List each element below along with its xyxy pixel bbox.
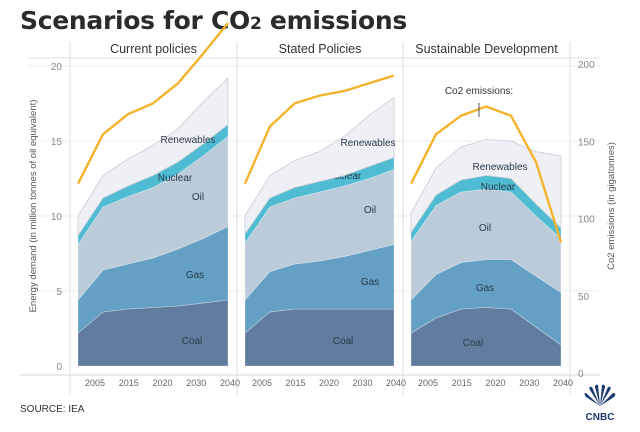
area-label-oil: Oil	[364, 205, 376, 216]
y-tick-left: 0	[56, 362, 62, 373]
y-tick-right: 50	[578, 292, 590, 303]
peacock-icon	[584, 384, 616, 406]
x-tick: 2015	[285, 378, 305, 388]
panel-stated-policies: Stated Policies Coal Gas Oil Nuclear Renewabl…	[243, 42, 406, 388]
x-tick: 2030	[519, 378, 539, 388]
y-tick-right: 100	[578, 215, 595, 226]
x-tick: 2020	[319, 378, 339, 388]
area-label-gas: Gas	[186, 270, 204, 281]
area-label-renewables: Renewables	[472, 162, 527, 173]
area-label-coal: Coal	[463, 338, 484, 349]
x-tick: 2020	[152, 378, 172, 388]
y-tick-left: 10	[51, 212, 63, 223]
x-tick: 2020	[485, 378, 505, 388]
area-label-nuclear: Nuclear	[481, 182, 516, 193]
y-tick-left: 20	[51, 62, 63, 73]
panel-title: Sustainable Development	[415, 42, 558, 56]
y-tick-right: 0	[578, 369, 584, 380]
area-renewables	[410, 139, 562, 234]
co2-line	[76, 22, 229, 185]
x-tick: 2005	[85, 378, 105, 388]
cnbc-logo: CNBC	[584, 384, 616, 423]
area-label-coal: Coal	[182, 336, 203, 347]
area-label-renewables: Renewables	[340, 138, 395, 149]
panel-title: Stated Policies	[279, 42, 362, 56]
cnbc-wordmark: CNBC	[586, 412, 615, 423]
co2-line	[409, 105, 563, 243]
y-tick-right: 200	[578, 60, 595, 71]
area-coal	[244, 308, 395, 367]
panel-current-policies: Current policies Coal Gas Oil Nuclear Renewab…	[76, 22, 240, 388]
area-renewables	[77, 77, 229, 237]
y-tick-left: 15	[51, 137, 63, 148]
x-tick: 2015	[119, 378, 139, 388]
area-label-oil: Oil	[479, 223, 491, 234]
x-tick: 2005	[252, 378, 272, 388]
panel-title: Current policies	[110, 42, 197, 56]
co2-annotation: Co2 emissions:	[445, 86, 513, 97]
area-label-coal: Coal	[333, 336, 354, 347]
y-tick-right: 150	[578, 137, 595, 148]
y-axis-label-right: Co2 emissions (in gigatonnes)	[606, 142, 617, 270]
x-tick: 2030	[186, 378, 206, 388]
co2-line	[243, 74, 395, 185]
area-label-renewables: Renewables	[160, 135, 215, 146]
area-label-gas: Gas	[476, 283, 494, 294]
area-renewables	[244, 96, 395, 236]
x-tick: 2040	[553, 378, 573, 388]
area-label-nuclear: Nuclear	[158, 173, 193, 184]
area-label-oil: Oil	[192, 192, 204, 203]
y-tick-left: 5	[56, 287, 62, 298]
gridlines	[20, 42, 600, 395]
x-tick: 2040	[220, 378, 240, 388]
x-tick: 2040	[386, 378, 406, 388]
area-label-gas: Gas	[361, 277, 379, 288]
area-label-nuclear: Nuclear	[327, 171, 362, 182]
panel-sustainable-development: Sustainable Development Coal Gas Oil Nuclear…	[409, 42, 573, 388]
panels: Current policies Coal Gas Oil Nuclear Renewab…	[76, 22, 573, 388]
x-tick: 2015	[452, 378, 472, 388]
x-tick: 2005	[418, 378, 438, 388]
y-axis-label-left: Energy demand (in million tonnes of oil …	[28, 100, 39, 313]
x-tick: 2030	[352, 378, 372, 388]
source-note: SOURCE: IEA	[20, 404, 85, 415]
chart-title: Scenarios for CO2 emissions	[20, 6, 407, 35]
